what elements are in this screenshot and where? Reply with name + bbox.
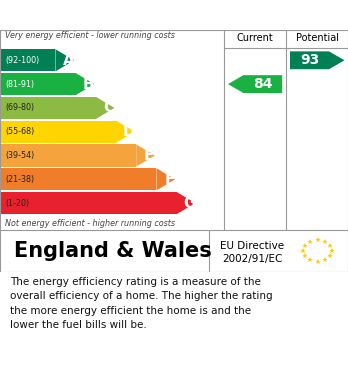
Polygon shape: [157, 168, 175, 190]
Text: (81-91): (81-91): [5, 80, 34, 89]
Polygon shape: [290, 51, 345, 69]
Text: Very energy efficient - lower running costs: Very energy efficient - lower running co…: [5, 31, 175, 40]
Text: Not energy efficient - higher running costs: Not energy efficient - higher running co…: [5, 219, 175, 228]
Polygon shape: [55, 49, 74, 72]
Polygon shape: [228, 75, 282, 93]
Text: 84: 84: [253, 77, 272, 91]
Text: (69-80): (69-80): [5, 103, 34, 112]
Text: F: F: [164, 172, 175, 187]
Text: Current: Current: [237, 33, 274, 43]
Text: Energy Efficiency Rating: Energy Efficiency Rating: [10, 6, 239, 24]
Text: B: B: [83, 77, 95, 91]
Text: Potential: Potential: [295, 33, 339, 43]
Polygon shape: [136, 144, 155, 167]
Bar: [0, 120, 116, 143]
Text: A: A: [63, 53, 74, 68]
Bar: [0, 192, 177, 214]
Text: 93: 93: [300, 53, 319, 67]
Polygon shape: [96, 97, 114, 119]
Bar: [0, 168, 157, 190]
Text: (92-100): (92-100): [5, 56, 39, 65]
Text: (39-54): (39-54): [5, 151, 34, 160]
Text: C: C: [103, 100, 114, 115]
Text: E: E: [144, 148, 155, 163]
Text: (21-38): (21-38): [5, 175, 34, 184]
Text: D: D: [123, 124, 135, 139]
Bar: [0, 144, 136, 167]
Text: The energy efficiency rating is a measure of the
overall efficiency of a home. T: The energy efficiency rating is a measur…: [10, 277, 273, 330]
Bar: [0, 49, 55, 72]
Bar: [0, 97, 96, 119]
Text: England & Wales: England & Wales: [14, 241, 212, 261]
Text: EU Directive: EU Directive: [220, 241, 284, 251]
Polygon shape: [177, 192, 195, 214]
Text: (55-68): (55-68): [5, 127, 34, 136]
Text: G: G: [183, 196, 196, 211]
Text: (1-20): (1-20): [5, 199, 29, 208]
Bar: [0, 73, 76, 95]
Polygon shape: [76, 73, 94, 95]
Text: 2002/91/EC: 2002/91/EC: [222, 253, 283, 264]
Polygon shape: [116, 120, 135, 143]
